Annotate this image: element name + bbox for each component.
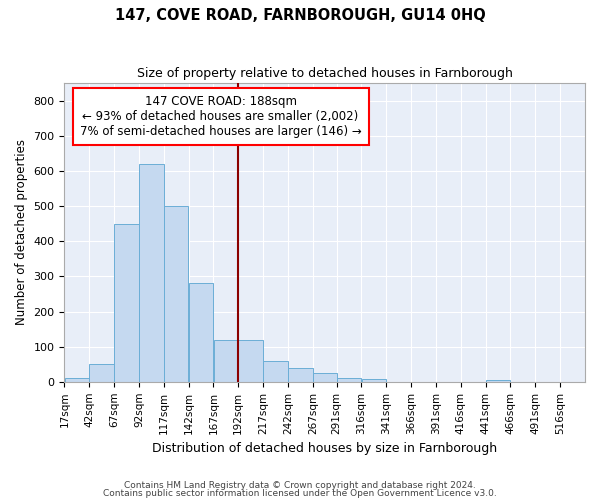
Bar xyxy=(362,379,386,382)
Bar xyxy=(189,284,214,382)
Bar xyxy=(288,368,313,382)
Text: 147, COVE ROAD, FARNBOROUGH, GU14 0HQ: 147, COVE ROAD, FARNBOROUGH, GU14 0HQ xyxy=(115,8,485,22)
Bar xyxy=(337,378,361,382)
Bar xyxy=(263,360,288,382)
Title: Size of property relative to detached houses in Farnborough: Size of property relative to detached ho… xyxy=(137,68,512,80)
Text: Contains HM Land Registry data © Crown copyright and database right 2024.: Contains HM Land Registry data © Crown c… xyxy=(124,480,476,490)
Bar xyxy=(139,164,164,382)
Bar xyxy=(486,380,511,382)
Y-axis label: Number of detached properties: Number of detached properties xyxy=(15,140,28,326)
Bar xyxy=(313,373,337,382)
Text: Contains public sector information licensed under the Open Government Licence v3: Contains public sector information licen… xyxy=(103,489,497,498)
Bar xyxy=(214,340,238,382)
X-axis label: Distribution of detached houses by size in Farnborough: Distribution of detached houses by size … xyxy=(152,442,497,455)
Bar xyxy=(164,206,188,382)
Text: 147 COVE ROAD: 188sqm
← 93% of detached houses are smaller (2,002)
7% of semi-de: 147 COVE ROAD: 188sqm ← 93% of detached … xyxy=(80,95,361,138)
Bar xyxy=(65,378,89,382)
Bar xyxy=(238,340,263,382)
Bar xyxy=(114,224,139,382)
Bar xyxy=(89,364,114,382)
